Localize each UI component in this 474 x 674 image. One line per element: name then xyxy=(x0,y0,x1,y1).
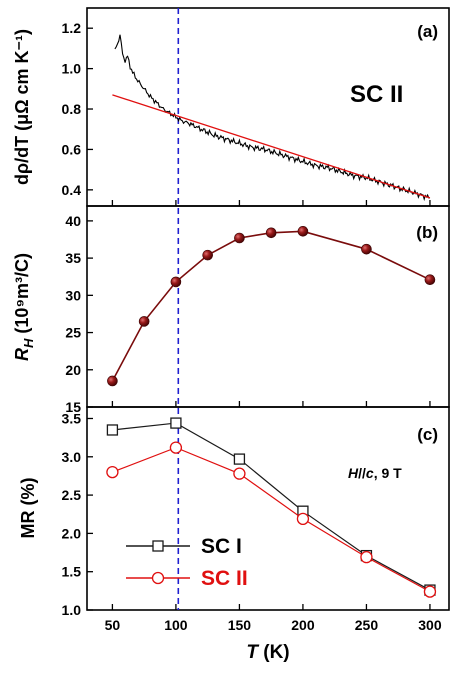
sc2-point-3 xyxy=(296,512,310,525)
hall-point-3 xyxy=(202,249,213,261)
panel-c-frame xyxy=(86,406,450,611)
y-tick-label-a-1: 0.6 xyxy=(62,141,82,157)
sc1-point-2 xyxy=(233,453,246,465)
panel-label-a: (a) xyxy=(417,22,438,41)
y-tick-label-c-2: 2.0 xyxy=(62,525,82,541)
y-tick-label-a-4: 1.2 xyxy=(62,20,82,36)
x-tick-label-4: 250 xyxy=(355,617,379,633)
series-sc2-line xyxy=(112,446,431,593)
y-tick-label-a-3: 1.0 xyxy=(62,61,82,77)
x-label-var: T xyxy=(246,642,259,663)
hall-point-1 xyxy=(138,316,150,327)
hall-point-8 xyxy=(424,274,436,286)
y-tick-label-b-3: 30 xyxy=(65,287,81,303)
y-label-b-rest: (10⁹m³/C) xyxy=(12,253,32,339)
sample-annotation: SC II xyxy=(350,81,403,108)
y-tick-label-c-4: 3.0 xyxy=(62,449,82,465)
y-axis-label-a: dρ/dT (μΩ cm K⁻¹) xyxy=(12,29,32,185)
legend-label-sc2: SC II xyxy=(201,567,248,590)
hall-point-5 xyxy=(265,227,277,239)
y-tick-label-b-5: 40 xyxy=(65,213,81,229)
hall-point-4 xyxy=(234,232,245,244)
field-c: c xyxy=(366,465,374,481)
y-tick-label-b-1: 20 xyxy=(65,362,81,378)
hall-point-7 xyxy=(361,243,372,255)
hall-point-6 xyxy=(297,226,309,237)
legend-label-sc1: SC I xyxy=(201,535,242,558)
sc2-point-5 xyxy=(423,585,437,598)
y-tick-label-c-3: 2.5 xyxy=(62,487,82,503)
y-tick-label-a-0: 0.4 xyxy=(62,182,82,198)
x-tick-label-0: 50 xyxy=(105,617,121,633)
y-tick-label-a-2: 0.8 xyxy=(62,101,82,117)
y-axis-label-c: MR (%) xyxy=(18,478,38,539)
series-linear-fit xyxy=(112,94,431,199)
y-axis-label-b: RH (10⁹m³/C) xyxy=(12,253,36,361)
series-hall-line xyxy=(111,230,431,382)
legend-marker-sc1 xyxy=(152,540,164,552)
x-label-rest: (K) xyxy=(258,642,290,663)
sc2-point-4 xyxy=(360,550,373,564)
field-slashes: // xyxy=(358,465,366,481)
sc1-point-1 xyxy=(170,417,182,429)
x-tick-label-1: 100 xyxy=(164,617,188,633)
y-tick-label-b-2: 25 xyxy=(65,325,81,341)
legend-marker-sc2 xyxy=(151,571,165,585)
x-tick-label-2: 150 xyxy=(228,617,252,633)
sc1-point-0 xyxy=(106,424,119,436)
sc2-point-1 xyxy=(169,441,183,454)
panel-label-b: (b) xyxy=(416,223,438,242)
series-sc1-line xyxy=(112,422,431,591)
series-drho-dT xyxy=(114,34,430,202)
field-h: H xyxy=(348,465,359,481)
y-tick-label-b-0: 15 xyxy=(65,399,81,415)
field-annotation: H//c, 9 T xyxy=(348,465,402,481)
panel-label-c: (c) xyxy=(417,425,438,444)
legend: SC I SC II xyxy=(126,535,248,590)
y-label-b-var: R xyxy=(12,348,32,361)
x-axis-label: T (K) xyxy=(246,642,289,663)
y-tick-label-c-5: 3.5 xyxy=(62,410,82,426)
sc2-point-2 xyxy=(233,467,246,480)
y-label-b-sub: H xyxy=(21,338,36,348)
y-tick-label-c-1: 1.5 xyxy=(62,564,82,580)
y-tick-label-c-0: 1.0 xyxy=(62,602,82,618)
x-tick-label-3: 200 xyxy=(291,617,315,633)
field-rest: , 9 T xyxy=(374,465,402,481)
y-tick-label-b-4: 35 xyxy=(65,250,81,266)
hall-point-0 xyxy=(107,375,118,387)
sc2-point-0 xyxy=(106,465,119,479)
x-tick-label-5: 300 xyxy=(418,617,442,633)
hall-point-2 xyxy=(170,276,182,288)
